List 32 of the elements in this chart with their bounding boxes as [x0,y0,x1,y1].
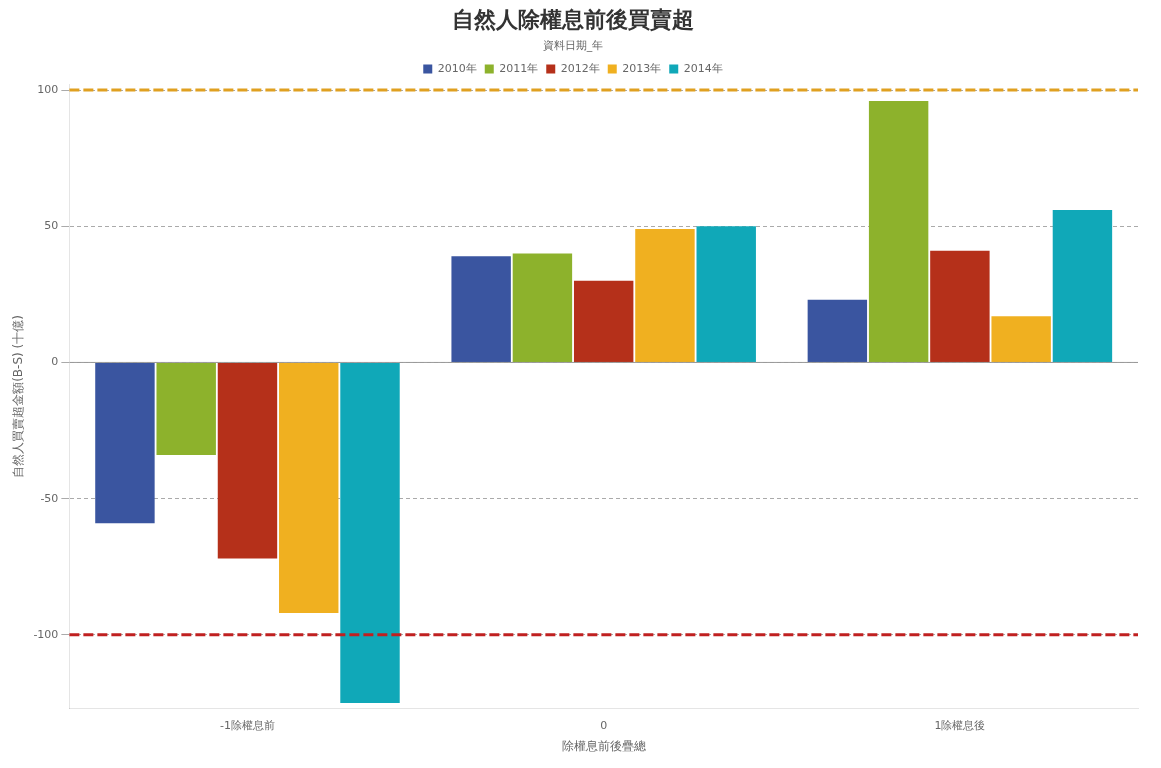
bar [95,362,155,524]
x-tick-label: 1除權息後 [934,718,986,732]
bar [635,228,695,362]
legend-label: 2012年 [560,61,600,75]
chart-title: 自然人除權息前後買賣超 [452,6,694,32]
legend-label: 2013年 [622,61,662,75]
legend-title: 資料日期_年 [542,38,604,52]
y-tick-label: 50 [44,219,59,233]
bar [930,250,990,362]
bar [696,226,756,362]
bar [512,253,573,362]
legend-label: 2014年 [683,61,723,75]
y-tick-label: 100 [37,82,59,96]
bar [868,100,929,362]
bar [1052,209,1113,362]
x-tick-label: -1除權息前 [219,718,275,732]
bar [991,316,1051,362]
bar [279,362,339,614]
bar [451,256,511,362]
legend-label: 2010年 [437,61,477,75]
bar [217,362,278,559]
x-axis-title: 除權息前後疊總 [561,738,646,753]
y-tick-label: 0 [51,355,59,369]
x-tick-label: 0 [600,718,608,732]
y-axis-title: 自然人買賣超金額(B-S) (十億) [11,315,26,478]
bar [807,299,868,362]
bar [340,362,400,703]
y-tick-label: -50 [40,491,59,505]
bar [156,362,216,456]
bar [573,280,634,362]
y-tick-label: -100 [33,627,59,641]
legend-label: 2011年 [499,61,539,75]
